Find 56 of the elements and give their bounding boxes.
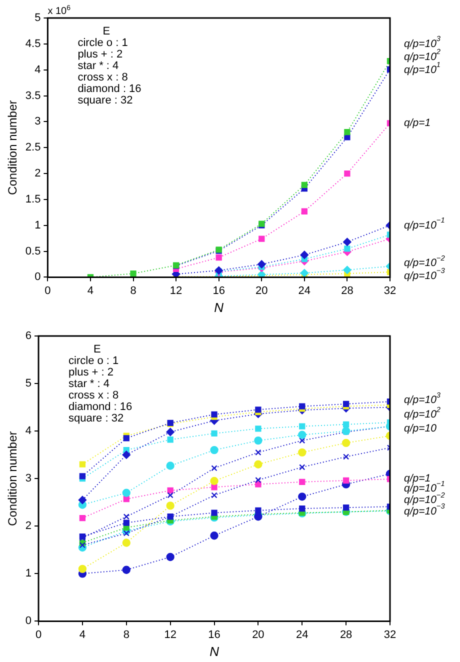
y-tick-label: 3: [34, 116, 41, 128]
y-tick-label: 2: [34, 168, 41, 180]
x-tick-label: 4: [79, 628, 86, 641]
y-tick-label: 1: [25, 568, 32, 580]
x-tick-label: 16: [212, 284, 225, 297]
x-tick-label: 24: [298, 284, 311, 297]
x-tick-label: 28: [341, 284, 354, 297]
y-tick-label: 2: [25, 520, 32, 532]
annotation: square : 32: [68, 412, 124, 425]
y-tick-label: 4: [34, 64, 41, 76]
x-tick-label: 20: [256, 284, 268, 297]
x-tick-label: 32: [384, 628, 396, 641]
x-tick-label: 12: [170, 284, 182, 297]
annotation: cross x : 8: [78, 72, 128, 84]
x-tick-label: 28: [340, 628, 352, 641]
x-tick-label: 24: [296, 628, 308, 641]
y-tick-label: 0: [25, 615, 32, 628]
y-tick-label: 4: [25, 425, 32, 438]
y-axis-title: Condition number: [6, 431, 20, 526]
x-tick-label: 32: [384, 284, 396, 297]
x-tick-label: 8: [130, 284, 136, 297]
text: q/p=1: [404, 116, 431, 129]
y-tick-label: 5: [25, 378, 32, 390]
y-tick-label: 1: [34, 219, 41, 232]
annotation: square : 32: [78, 94, 133, 107]
annotation: cross x : 8: [68, 390, 119, 402]
annotation: diamond : 16: [78, 83, 142, 96]
y-axis-title: Condition number: [6, 100, 20, 195]
text: q/p=10: [404, 422, 437, 435]
y-tick-label: 0.5: [25, 245, 41, 258]
y-tick-label: 2.5: [25, 142, 41, 154]
annotation: diamond : 16: [68, 401, 132, 414]
text: q/p=1: [404, 472, 431, 485]
annotation: circle o : 1: [78, 37, 128, 50]
y-tick-label: 0: [34, 271, 41, 284]
x-tick-label: 12: [164, 628, 176, 641]
x-tick-label: 16: [208, 628, 220, 641]
y-tick-label: 6: [25, 330, 32, 342]
x-tick-label: 0: [44, 284, 51, 297]
x-tick-label: 8: [123, 628, 130, 641]
y-tick-label: 1.5: [25, 193, 41, 206]
x-axis-title: N: [214, 300, 224, 315]
annotation: star * : 4: [68, 378, 110, 390]
annotation: circle o : 1: [68, 355, 119, 368]
annotation: plus + : 2: [68, 366, 114, 379]
x-tick-label: 4: [87, 284, 94, 297]
y-tick-label: 4.5: [25, 38, 41, 50]
annotation: E: [102, 26, 110, 38]
y-tick-label: 5: [34, 12, 41, 24]
annotation: E: [94, 344, 101, 356]
x-tick-label: 20: [252, 628, 264, 641]
y-tick-label: 3.5: [25, 90, 41, 102]
x-axis-title: N: [210, 644, 220, 659]
y-tick-label: 3: [25, 472, 32, 485]
annotation: plus + : 2: [78, 48, 123, 61]
annotation: star * : 4: [78, 60, 119, 72]
